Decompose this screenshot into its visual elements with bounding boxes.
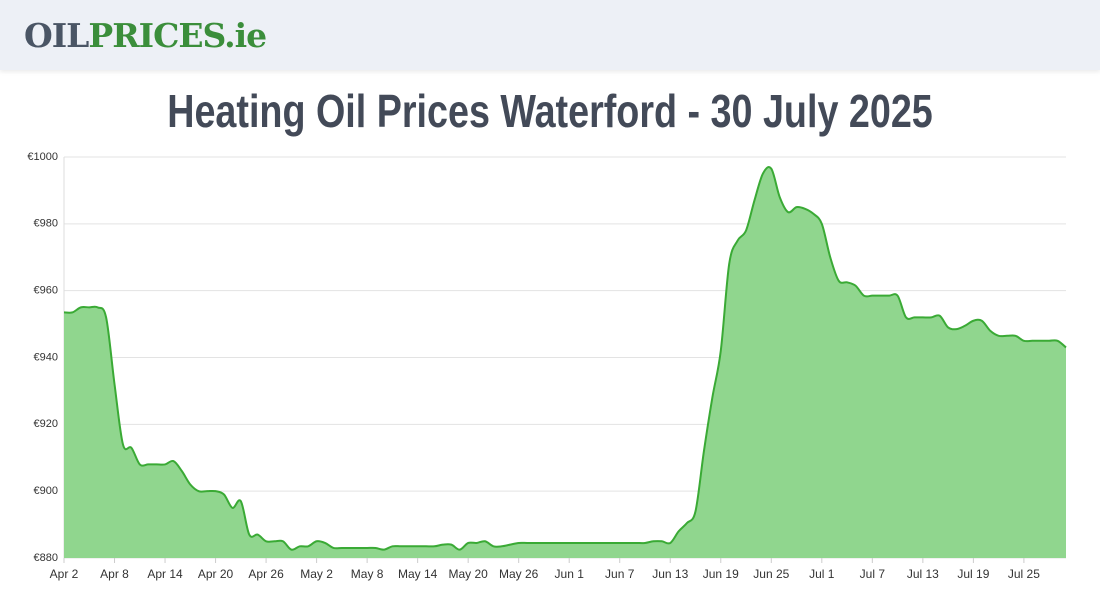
area-fill <box>64 167 1066 558</box>
logo-right: PRICES.ie <box>88 16 267 55</box>
x-tick-label: May 8 <box>351 567 384 581</box>
x-tick-label: Jul 7 <box>860 567 886 581</box>
x-tick-label: Jun 19 <box>703 567 739 581</box>
x-tick-label: Jun 7 <box>605 567 635 581</box>
x-tick-label: Jul 19 <box>957 567 989 581</box>
logo[interactable]: OILPRICES.ie <box>24 16 267 55</box>
chart: Heating Oil Prices Waterford - 30 July 2… <box>27 86 1067 581</box>
y-tick-label: €960 <box>34 285 58 297</box>
y-tick-label: €1000 <box>27 151 58 163</box>
x-tick-label: Jul 13 <box>907 567 939 581</box>
chart-title: Heating Oil Prices Waterford - 30 July 2… <box>167 86 933 137</box>
x-tick-label: Jun 1 <box>555 567 585 581</box>
x-tick-label: May 14 <box>398 567 438 581</box>
x-tick-label: Apr 26 <box>248 567 284 581</box>
x-tick-label: Jul 25 <box>1008 567 1040 581</box>
header: OILPRICES.ie <box>0 0 1100 70</box>
x-tick-label: Apr 2 <box>50 567 79 581</box>
y-tick-label: €920 <box>34 418 58 430</box>
line <box>63 166 1067 551</box>
y-tick-label: €980 <box>34 218 58 230</box>
logo-left: OIL <box>24 16 89 55</box>
x-tick-label: Apr 20 <box>198 567 234 581</box>
x-tick-label: May 26 <box>499 567 539 581</box>
x-tick-label: May 2 <box>300 567 333 581</box>
y-tick-label: €900 <box>34 485 58 497</box>
x-tick-label: Apr 8 <box>100 567 129 581</box>
x-tick-label: Apr 14 <box>147 567 183 581</box>
y-tick-label: €940 <box>34 351 58 363</box>
x-tick-label: May 20 <box>448 567 488 581</box>
y-tick-label: €880 <box>34 552 58 564</box>
x-tick-label: Jun 25 <box>753 567 789 581</box>
x-tick-label: Jul 1 <box>809 567 835 581</box>
x-tick-label: Jun 13 <box>652 567 688 581</box>
